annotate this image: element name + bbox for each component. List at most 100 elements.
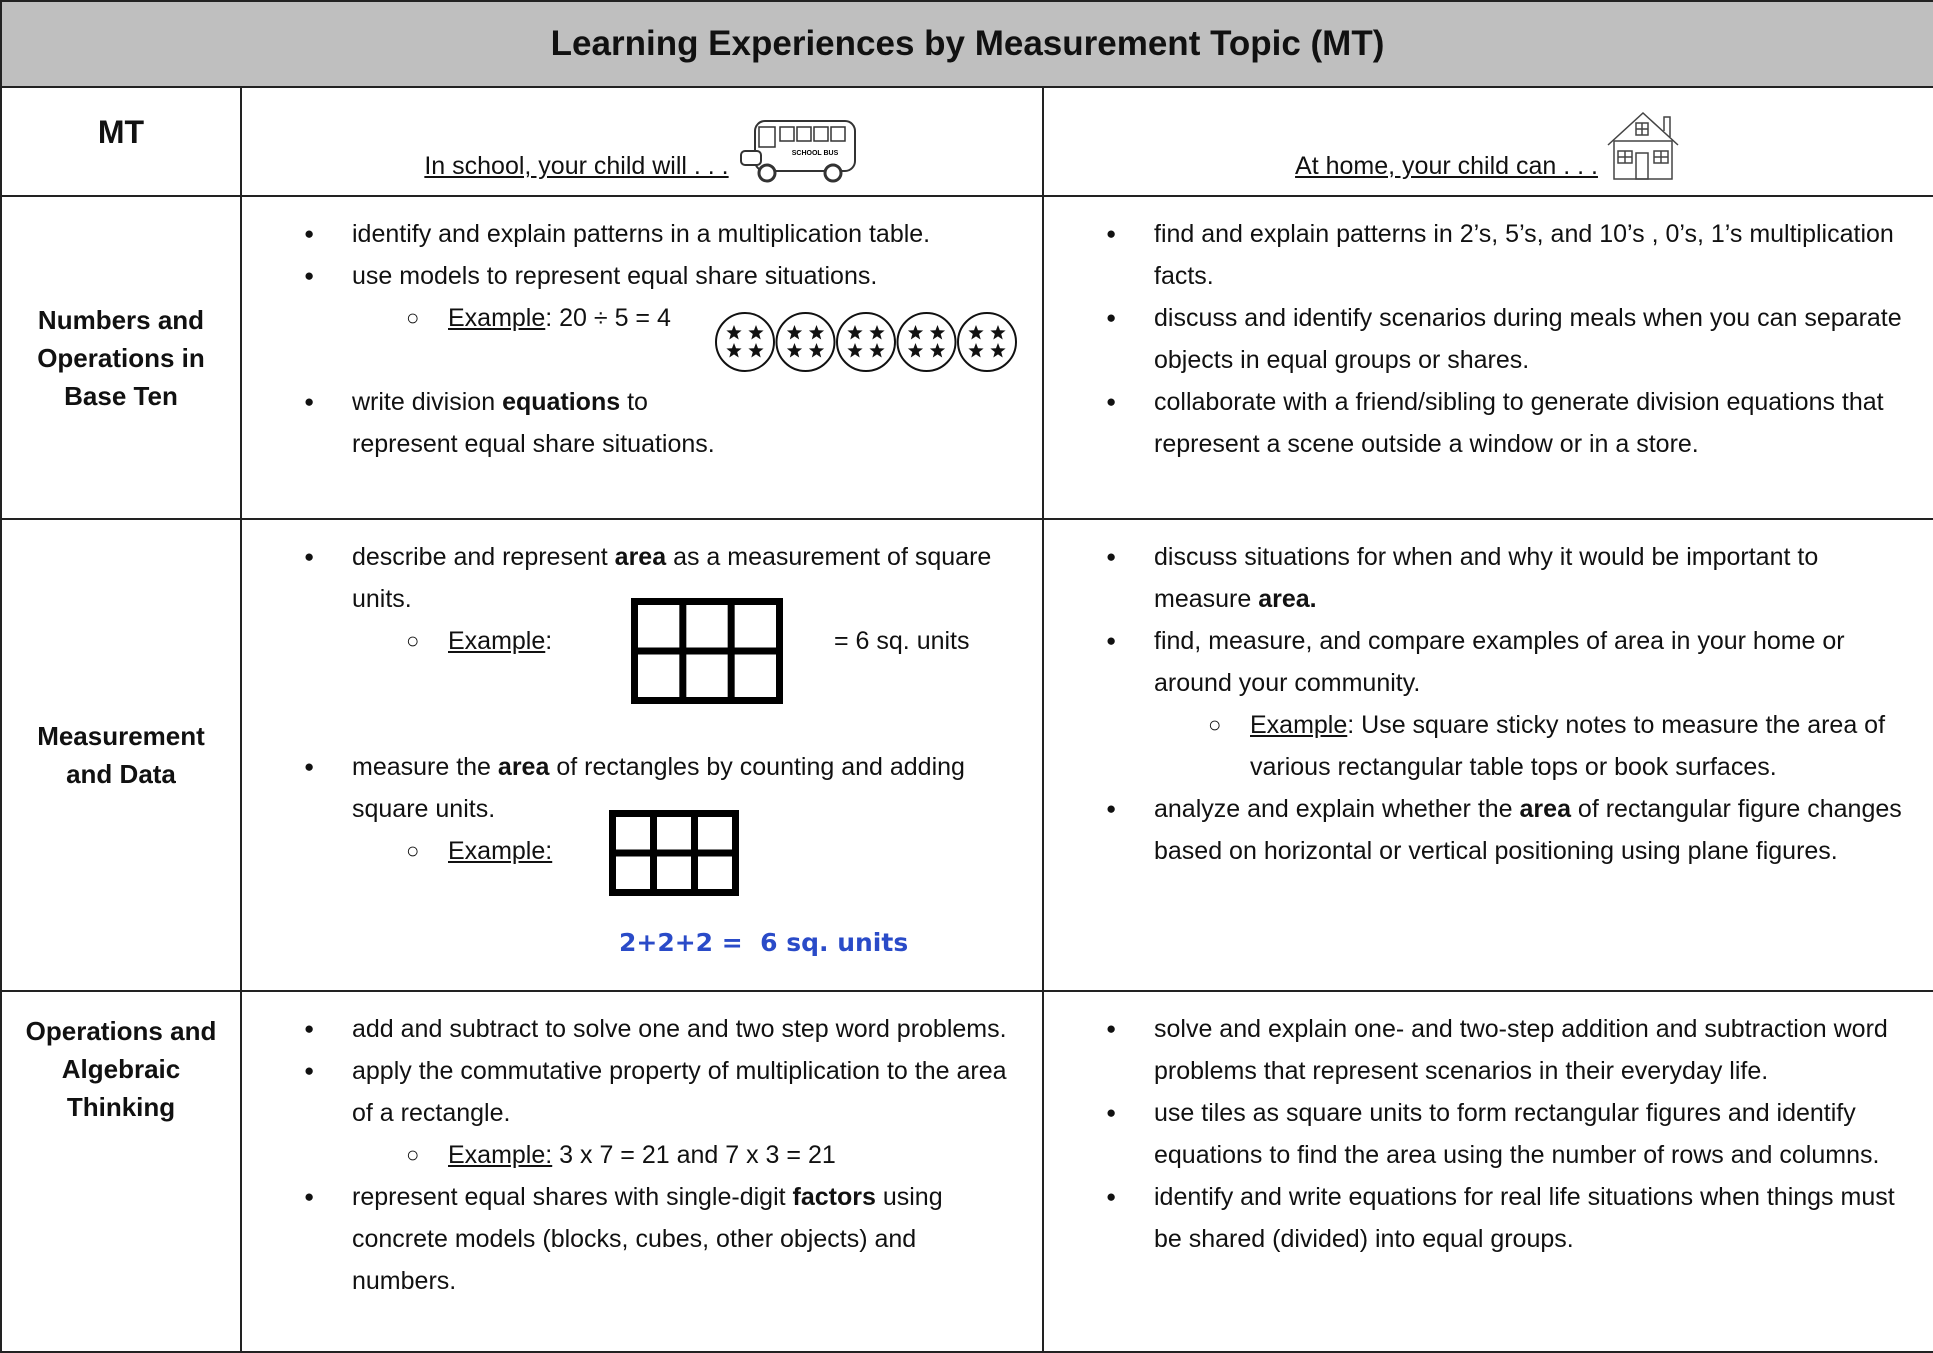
text: represent equal shares with single-digit bbox=[352, 1183, 793, 1211]
star bbox=[968, 343, 984, 358]
group-circle bbox=[957, 312, 1017, 372]
star bbox=[929, 343, 946, 358]
home-list: discuss situations for when and why it w… bbox=[1044, 536, 1911, 872]
text: Example bbox=[448, 304, 546, 332]
text: apply the commutative property of multip… bbox=[352, 1057, 1007, 1127]
title-row: Learning Experiences by Measurement Topi… bbox=[0, 0, 1933, 88]
bullet-item: solve and explain one- and two-step addi… bbox=[1044, 1008, 1911, 1092]
wheel bbox=[823, 163, 843, 183]
school-header: In school, your child will . . . SCHOOL … bbox=[240, 86, 1044, 197]
text: discuss situations for when and why it w… bbox=[1154, 543, 1819, 613]
bold-text: area bbox=[614, 543, 667, 571]
header-row: MT In school, your child will . . . SCHO… bbox=[0, 86, 1933, 197]
star bbox=[847, 343, 863, 358]
bullet-item: identify and write equations for real li… bbox=[1044, 1176, 1911, 1260]
bus-icon: SCHOOL BUS bbox=[739, 120, 856, 183]
stars-figure bbox=[715, 312, 1017, 372]
topic-row: Numbers and Operations in Base Ten ident… bbox=[0, 195, 1933, 520]
text: collaborate with a friend/sibling to gen… bbox=[1154, 388, 1884, 458]
bullet-item: analyze and explain whether the area of … bbox=[1044, 788, 1911, 872]
star bbox=[968, 325, 984, 340]
bullet-item: use tiles as square units to form rectan… bbox=[1044, 1092, 1911, 1176]
bus-hood bbox=[739, 150, 762, 166]
figure-label: 2+2+2 = 6 sq. units bbox=[619, 928, 909, 957]
topic: Numbers and Operations in Base Ten bbox=[0, 195, 242, 520]
home-cell: discuss situations for when and why it w… bbox=[1041, 518, 1933, 992]
text: describe and represent bbox=[352, 543, 615, 571]
bullet-item: add and subtract to solve one and two st… bbox=[242, 1008, 1020, 1050]
text: find and explain patterns in 2’s, 5’s, a… bbox=[1154, 220, 1894, 290]
bold-text: area bbox=[497, 753, 550, 781]
text: 3 x 7 = 21 and 7 x 3 = 21 bbox=[552, 1141, 836, 1169]
bold-text: equations bbox=[502, 388, 621, 416]
bullet-item: find, measure, and compare examples of a… bbox=[1044, 620, 1911, 704]
group-circle bbox=[836, 312, 896, 372]
star bbox=[786, 325, 803, 340]
example-item: Example: 2+2+2 = 6 sq. units bbox=[242, 810, 1020, 980]
text: as a measurement of square units. bbox=[352, 543, 992, 613]
school-list: identify and explain patterns in a multi… bbox=[242, 213, 1020, 465]
home-list: find and explain patterns in 2’s, 5’s, a… bbox=[1044, 213, 1911, 465]
text: use tiles as square units to form rectan… bbox=[1154, 1099, 1880, 1169]
group-circle bbox=[775, 312, 836, 372]
star bbox=[869, 325, 885, 340]
house-lines bbox=[1607, 111, 1679, 180]
star bbox=[929, 325, 946, 340]
text: find, measure, and compare examples of a… bbox=[1154, 627, 1845, 697]
bullet-item: apply the commutative property of multip… bbox=[242, 1050, 1020, 1134]
bold-text: area bbox=[1519, 795, 1571, 823]
text: : Use square sticky notes to measure the… bbox=[1250, 711, 1886, 781]
topic-row: Measurement and Data describe and repres… bbox=[0, 518, 1933, 992]
star bbox=[907, 343, 924, 358]
example-item: Example: Use square sticky notes to meas… bbox=[1044, 704, 1911, 788]
bold-text: factors bbox=[792, 1183, 876, 1211]
home-label: At home, your child can . . . bbox=[1295, 152, 1598, 180]
school-label: In school, your child will . . . bbox=[424, 152, 729, 180]
text: identify and write equations for real li… bbox=[1154, 1183, 1895, 1253]
text: Example: bbox=[448, 1141, 553, 1169]
text: identify and explain patterns in a multi… bbox=[352, 220, 931, 248]
figure-label: = 6 sq. units bbox=[834, 627, 970, 655]
star bbox=[786, 343, 803, 358]
text: represent equal share situations. bbox=[352, 430, 715, 458]
home-list: solve and explain one- and two-step addi… bbox=[1044, 1008, 1911, 1260]
example-item: Example: 20 ÷ 5 = 4 bbox=[242, 297, 1020, 372]
text: write division bbox=[352, 388, 503, 416]
school-list: add and subtract to solve one and two st… bbox=[242, 1008, 1020, 1302]
star bbox=[990, 343, 1006, 358]
house-icon bbox=[1607, 111, 1679, 180]
text: : bbox=[545, 627, 553, 655]
home-header: At home, your child can . . . bbox=[1041, 86, 1933, 197]
star bbox=[907, 325, 924, 340]
bold-text: area. bbox=[1258, 585, 1317, 613]
bullet-item: use models to represent equal share situ… bbox=[242, 255, 1020, 297]
home-cell: solve and explain one- and two-step addi… bbox=[1041, 990, 1933, 1353]
bullet-item: collaborate with a friend/sibling to gen… bbox=[1044, 381, 1911, 465]
topic-row: Operations and Algebraic Thinking add an… bbox=[0, 990, 1933, 1353]
star bbox=[726, 343, 742, 358]
example-item: Example: 3 x 7 = 21 and 7 x 3 = 21 bbox=[242, 1134, 1020, 1176]
star bbox=[748, 325, 764, 340]
bullet-item: discuss and identify scenarios during me… bbox=[1044, 297, 1911, 381]
text: analyze and explain whether the bbox=[1154, 795, 1520, 823]
home-cell: find and explain patterns in 2’s, 5’s, a… bbox=[1041, 195, 1933, 520]
text: Example: bbox=[448, 837, 553, 865]
bullet-item: identify and explain patterns in a multi… bbox=[242, 213, 1020, 255]
mt-header: MT bbox=[0, 86, 242, 197]
star bbox=[808, 343, 825, 358]
bullet-item: measure the area of rectangles by counti… bbox=[242, 746, 1020, 830]
bullet-item: write division equations to represent equ… bbox=[242, 381, 1020, 465]
text: measure the bbox=[352, 753, 498, 781]
text: use models to represent equal share situ… bbox=[352, 262, 878, 290]
text: discuss and identify scenarios during me… bbox=[1154, 304, 1902, 374]
wheel bbox=[757, 163, 777, 183]
area-grid bbox=[631, 598, 783, 704]
topic: Operations and Algebraic Thinking bbox=[0, 990, 242, 1353]
school-list: describe and represent area as a measure… bbox=[242, 536, 1020, 980]
text: to bbox=[620, 388, 648, 416]
group-circle bbox=[715, 312, 775, 372]
text: Example bbox=[448, 627, 546, 655]
bullet-item: find and explain patterns in 2’s, 5’s, a… bbox=[1044, 213, 1911, 297]
text: add and subtract to solve one and two st… bbox=[352, 1015, 1007, 1043]
